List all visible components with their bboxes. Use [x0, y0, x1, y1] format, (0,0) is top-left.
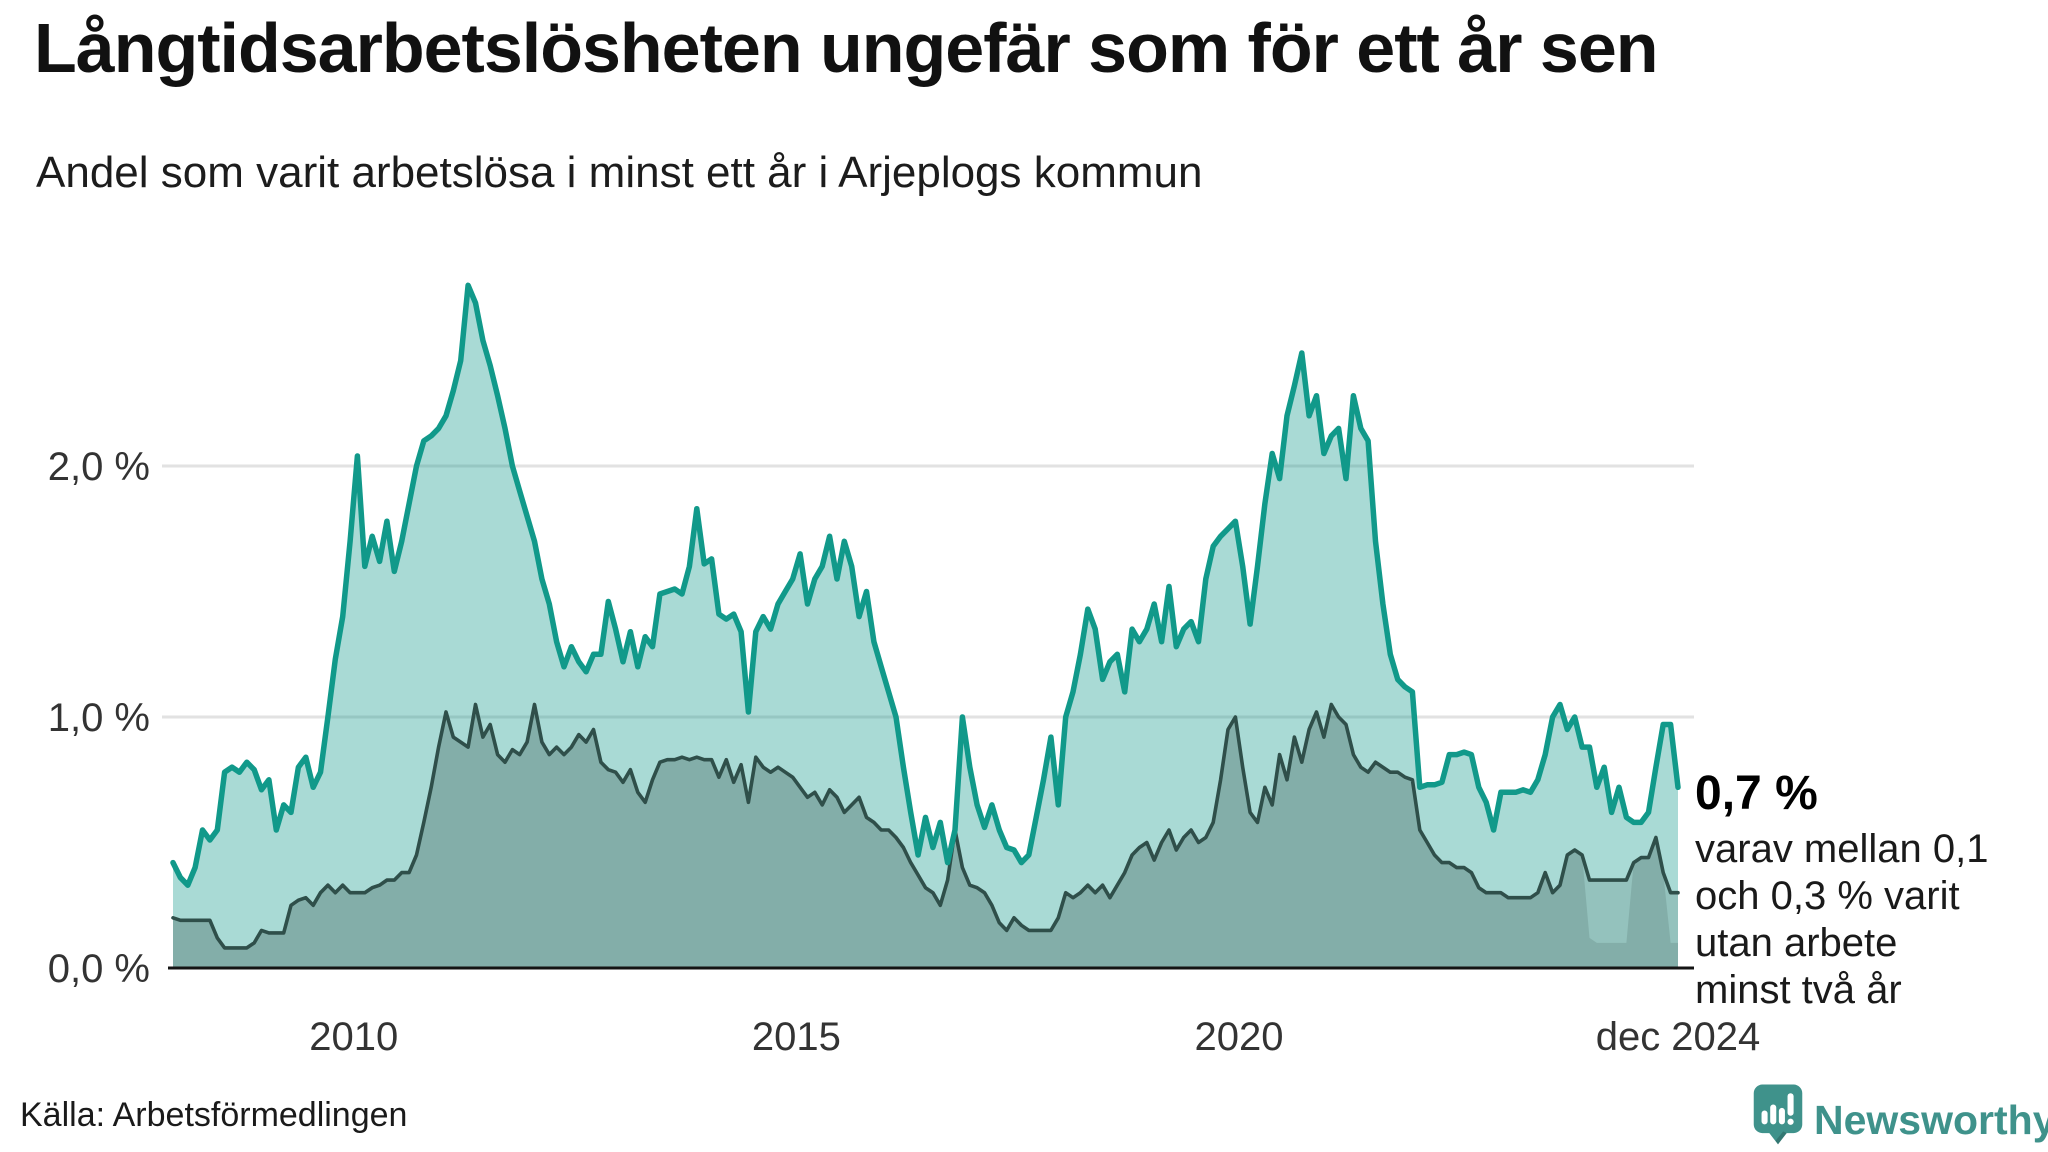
- logo-bar-1: [1761, 1110, 1768, 1125]
- logo-bar-3: [1778, 1107, 1785, 1125]
- x-axis-label-2015: 2015: [752, 1015, 841, 1059]
- logo-bar-2: [1770, 1104, 1777, 1125]
- x-axis-label-2020: 2020: [1195, 1015, 1284, 1059]
- line-two-years-plus: [171, 702, 1680, 950]
- chart-subtitle: Andel som varit arbetslösa i minst ett å…: [36, 148, 1203, 197]
- area-layers: [170, 282, 1681, 968]
- chart-title: Långtidsarbetslösheten ungefär som för e…: [34, 9, 1659, 87]
- annotation-line-3: utan arbete: [1695, 921, 1898, 965]
- x-axis-label-dec-2024: dec 2024: [1596, 1015, 1761, 1059]
- logo-bubble-shade: [1775, 1131, 1787, 1145]
- y-axis-label-1: 1,0 %: [48, 696, 150, 740]
- annotation-line-2: och 0,3 % varit: [1695, 874, 1960, 918]
- logo-exclamation-dot: [1787, 1118, 1794, 1125]
- annotation-line-4: minst två år: [1695, 968, 1902, 1012]
- logo-bubble: [1753, 1084, 1803, 1145]
- annotation-line-1: varav mellan 0,1: [1695, 827, 1989, 871]
- y-axis-label-2: 2,0 %: [48, 445, 150, 489]
- newsworthy-icon: [1753, 1084, 1803, 1145]
- area-two-years-upper: [173, 704, 1678, 968]
- area-two-years-lower: [173, 704, 1678, 968]
- axes: 0,0 % 1,0 % 2,0 % 2010 2015 2020 dec 2024: [48, 445, 1761, 1059]
- newsworthy-logo: Newsworthy: [1752, 1080, 2048, 1148]
- logo-exclamation-bar: [1787, 1093, 1794, 1116]
- x-axis-label-2010: 2010: [309, 1015, 398, 1059]
- area-one-year-plus: [173, 285, 1678, 968]
- source-label: Källa: Arbetsförmedlingen: [20, 1096, 408, 1134]
- latest-value-annotation: 0,7 % varav mellan 0,1 och 0,3 % varit u…: [1695, 768, 2045, 1014]
- y-axis-label-0: 0,0 %: [48, 947, 150, 991]
- line-one-year-plus: [170, 282, 1681, 888]
- latest-value-label: 0,7 %: [1695, 767, 1818, 820]
- newsworthy-wordmark: Newsworthy: [1814, 1096, 2048, 1143]
